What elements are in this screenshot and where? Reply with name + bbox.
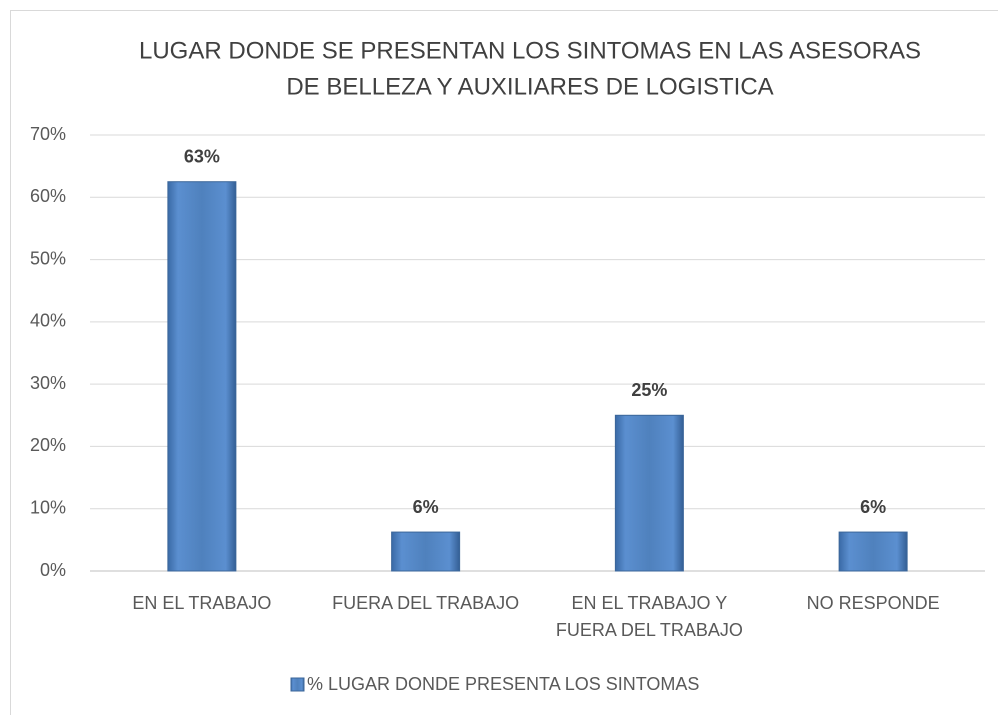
bar — [167, 181, 237, 572]
y-tick-label: 10% — [30, 497, 66, 517]
data-label: 6% — [413, 497, 439, 517]
y-tick-label: 50% — [30, 248, 66, 268]
y-tick-label: 60% — [30, 186, 66, 206]
y-tick-label: 70% — [30, 124, 66, 144]
x-tick-label: NO RESPONDE — [807, 593, 940, 613]
x-tick-label: EN EL TRABAJO Y — [572, 593, 728, 613]
y-tick-label: 0% — [40, 560, 66, 580]
legend-marker — [290, 677, 305, 692]
bar — [838, 531, 908, 572]
x-tick-label: FUERA DEL TRABAJO — [332, 593, 519, 613]
y-tick-label: 30% — [30, 373, 66, 393]
chart-title: DE BELLEZA Y AUXILIARES DE LOGISTICA — [286, 73, 773, 100]
x-tick-label: FUERA DEL TRABAJO — [556, 620, 743, 640]
data-label: 63% — [184, 146, 220, 166]
legend-label: % LUGAR DONDE PRESENTA LOS SINTOMAS — [307, 674, 699, 694]
y-tick-label: 20% — [30, 435, 66, 455]
bar — [614, 414, 684, 572]
chart-title: LUGAR DONDE SE PRESENTAN LOS SINTOMAS EN… — [139, 37, 921, 64]
x-tick-label: EN EL TRABAJO — [132, 593, 271, 613]
bar — [391, 531, 461, 572]
y-tick-label: 40% — [30, 311, 66, 331]
data-label: 6% — [860, 497, 886, 517]
data-label: 25% — [631, 380, 667, 400]
